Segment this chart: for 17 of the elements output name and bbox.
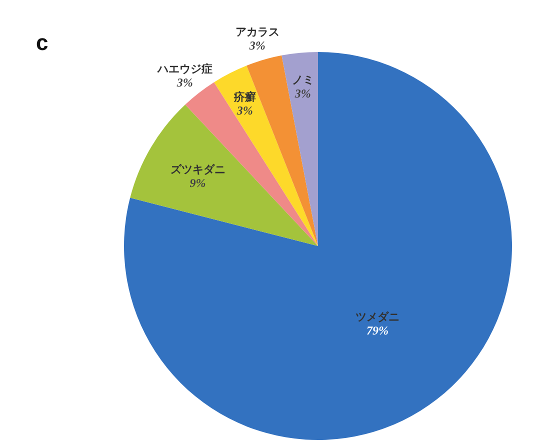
slice-label: ハエウジ症 <box>156 62 212 76</box>
data-label: 79% <box>366 324 388 338</box>
pie-slice <box>282 52 318 246</box>
data-label: 3% <box>236 104 253 118</box>
chart-title: c <box>36 30 48 55</box>
pie-slice <box>124 52 512 440</box>
slice-label: ツメダニ <box>355 310 400 324</box>
data-label: 3% <box>294 86 311 101</box>
data-label: 3% <box>176 75 193 90</box>
data-label: 9% <box>190 176 206 190</box>
pie-slice <box>214 66 318 246</box>
slice-label: ノミ <box>292 74 314 87</box>
pie-slice <box>130 104 318 246</box>
slice-label: ズツキダニ <box>170 162 226 176</box>
slice-label: アカラス <box>235 25 280 38</box>
data-label: 3% <box>248 38 266 52</box>
slice-label: 疥癬 <box>232 90 256 104</box>
